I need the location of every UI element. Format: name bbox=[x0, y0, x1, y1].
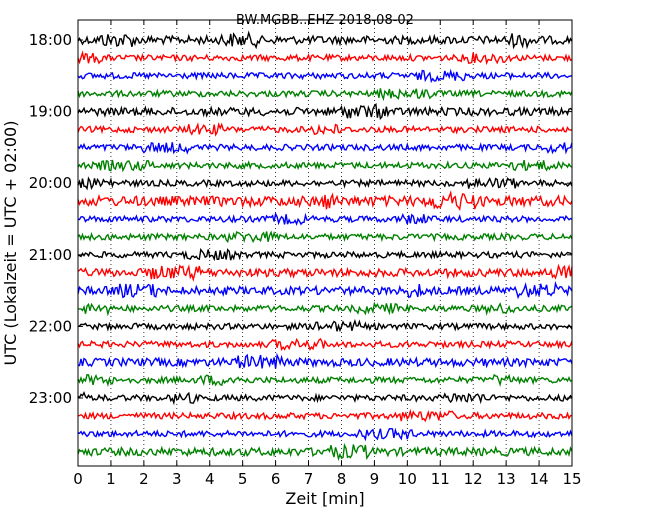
seismic-trace bbox=[77, 121, 573, 137]
x-tick-label: 7 bbox=[304, 470, 314, 488]
seismic-trace bbox=[78, 301, 573, 317]
seismic-trace bbox=[77, 230, 573, 244]
seismic-trace bbox=[77, 373, 573, 388]
seismic-trace bbox=[77, 88, 573, 102]
seismic-trace bbox=[77, 142, 573, 155]
x-ticks: 0 1 2 3 4 5 6 7 8 9 10 11 12 13 14 15 bbox=[73, 20, 582, 488]
seismic-trace bbox=[77, 247, 573, 262]
seismic-trace bbox=[77, 189, 573, 211]
y-tick-label: 20:00 bbox=[29, 174, 72, 192]
seismic-trace bbox=[77, 176, 573, 191]
x-tick-label: 13 bbox=[497, 470, 516, 488]
y-tick-label: 18:00 bbox=[29, 31, 72, 49]
x-tick-label: 6 bbox=[271, 470, 281, 488]
x-tick-label: 12 bbox=[464, 470, 483, 488]
x-tick-label: 9 bbox=[370, 470, 380, 488]
seismic-trace bbox=[77, 159, 573, 173]
seismic-trace bbox=[77, 30, 573, 50]
seismic-trace bbox=[77, 211, 573, 227]
seismic-trace bbox=[77, 318, 573, 333]
x-tick-label: 5 bbox=[238, 470, 248, 488]
y-tick-label: 23:00 bbox=[29, 389, 72, 407]
x-tick-label: 4 bbox=[205, 470, 215, 488]
y-axis-label: UTC (Lokalzeit = UTC + 02:00) bbox=[1, 121, 20, 366]
seismic-trace bbox=[77, 50, 573, 66]
x-tick-label: 10 bbox=[398, 470, 417, 488]
x-tick-label: 14 bbox=[530, 470, 549, 488]
x-tick-label: 1 bbox=[106, 470, 116, 488]
seismic-trace bbox=[77, 263, 573, 283]
seismic-trace bbox=[77, 352, 573, 369]
x-tick-label: 3 bbox=[172, 470, 182, 488]
seismic-trace bbox=[77, 102, 573, 121]
x-tick-label: 2 bbox=[139, 470, 149, 488]
seismic-trace bbox=[77, 408, 573, 423]
y-tick-label: 22:00 bbox=[29, 317, 72, 335]
x-tick-label: 0 bbox=[73, 470, 83, 488]
y-tick-label: 19:00 bbox=[29, 103, 72, 121]
x-tick-label: 8 bbox=[337, 470, 347, 488]
grid-lines bbox=[110, 20, 540, 466]
seismic-trace bbox=[77, 442, 573, 462]
seismic-trace bbox=[77, 68, 573, 84]
y-ticks: 18:00 19:00 20:00 21:00 22:00 23:00 bbox=[29, 31, 572, 407]
plot-frame bbox=[77, 19, 573, 467]
seismic-trace bbox=[77, 280, 573, 300]
seismic-trace bbox=[77, 337, 573, 352]
x-axis-label: Zeit [min] bbox=[285, 489, 364, 508]
seismic-trace bbox=[77, 427, 573, 442]
trace-group bbox=[77, 30, 573, 462]
x-tick-label: 15 bbox=[562, 470, 581, 488]
x-tick-label: 11 bbox=[431, 470, 450, 488]
y-tick-label: 21:00 bbox=[29, 246, 72, 264]
seismic-trace bbox=[77, 390, 573, 406]
